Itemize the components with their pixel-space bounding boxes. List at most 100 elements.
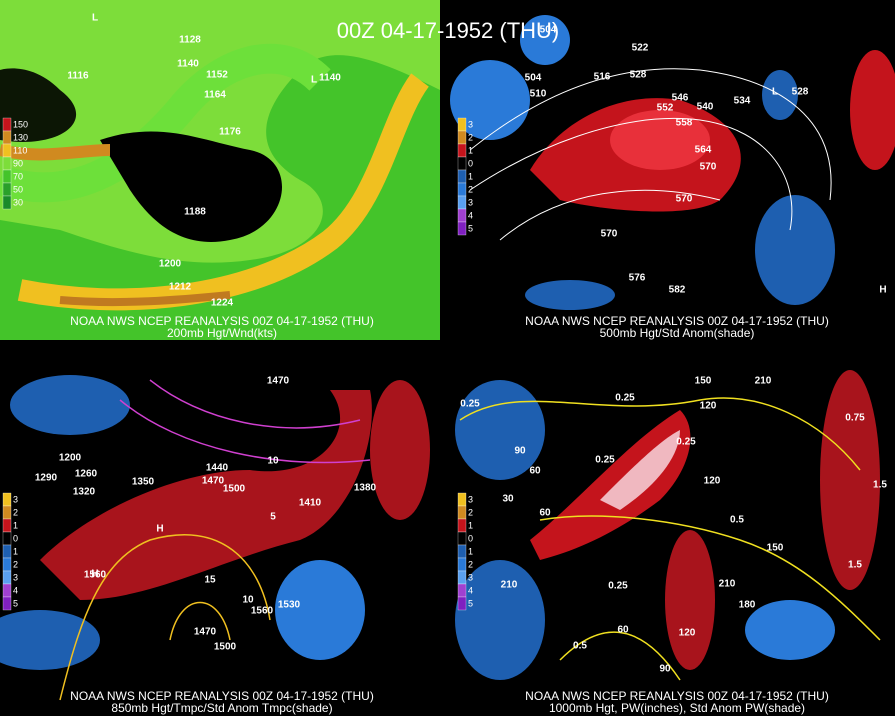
- caption-line-1: NOAA NWS NCEP REANALYSIS 00Z 04-17-1952 …: [525, 314, 829, 328]
- legend-swatch: [457, 544, 467, 559]
- legend-label: 150: [13, 119, 28, 129]
- contour-label: 504: [525, 73, 542, 84]
- legend-swatch: [2, 182, 12, 197]
- legend-label: 3: [13, 572, 18, 582]
- legend-label: 2: [468, 507, 473, 517]
- legend-label: 4: [468, 210, 473, 220]
- legend-swatch: [2, 156, 12, 171]
- legend-label: 3: [468, 494, 473, 504]
- contour-label: 120: [704, 476, 721, 487]
- contour-label: 30: [502, 494, 514, 505]
- contour-label: 60: [529, 466, 541, 477]
- contour-label: 1128: [179, 35, 201, 46]
- contour-label: 1500: [214, 642, 237, 653]
- contour-label: 510: [530, 89, 547, 100]
- panel-labels: 1128 1140 1116 1152 1164 1140 1176 1188 1200 1212…: [2, 13, 374, 340]
- contour-label: 522: [632, 43, 649, 54]
- contour-label: 210: [755, 376, 772, 387]
- legend-swatch: [2, 195, 12, 210]
- caption-line-2: 200mb Hgt/Wnd(kts): [167, 326, 277, 340]
- contour-label: 15: [204, 575, 216, 586]
- contour-label: 570: [676, 194, 693, 205]
- legend-swatch: [2, 531, 12, 546]
- contour-label: H: [879, 285, 886, 296]
- contour-label: 1152: [206, 70, 228, 81]
- contour-label: 0.25: [595, 455, 615, 466]
- legend-label: 130: [13, 132, 28, 142]
- legend-swatch: [457, 583, 467, 598]
- contour-label: 1350: [132, 477, 155, 488]
- caption-line-2: 850mb Hgt/Tmpc/Std Anom Tmpc(shade): [111, 701, 332, 715]
- contour-label: 150: [767, 543, 784, 554]
- contour-label: 1470: [202, 476, 225, 487]
- legend-label: 3: [13, 494, 18, 504]
- main-title: 00Z 04-17-1952 (THU): [337, 18, 560, 43]
- legend-label: 0: [468, 158, 473, 168]
- legend-swatch: [2, 544, 12, 559]
- contour-label: 1140: [319, 73, 341, 84]
- contour-label: 564: [695, 145, 712, 156]
- legend-swatch: [2, 518, 12, 533]
- legend-label: 2: [13, 507, 18, 517]
- contour-label: 1140: [177, 59, 199, 70]
- contour-label: 516: [594, 72, 611, 83]
- contour-label: 1188: [184, 207, 206, 218]
- contour-label: 1560: [251, 606, 274, 617]
- contour-label: 1320: [73, 487, 96, 498]
- contour-label: 1200: [159, 259, 182, 270]
- legend-label: 1: [468, 546, 473, 556]
- contour-label: 90: [659, 664, 671, 675]
- contour-label: 1.5: [848, 560, 862, 571]
- contour-label: 0.25: [608, 581, 628, 592]
- contour-label: 576: [629, 273, 646, 284]
- contour-label: 150: [695, 376, 712, 387]
- legend-label: 30: [13, 197, 23, 207]
- legend-swatch: [457, 505, 467, 520]
- legend-swatch: [457, 531, 467, 546]
- legend-label: 2: [468, 132, 473, 142]
- legend-label: 1: [13, 520, 18, 530]
- panel-500mb: [450, 0, 895, 340]
- contour-label: 1290: [35, 473, 58, 484]
- legend-swatch: [2, 505, 12, 520]
- legend-label: 2: [468, 184, 473, 194]
- contour-label: 558: [676, 118, 693, 129]
- contour-label: 552: [657, 103, 674, 114]
- contour-label: 1440: [206, 463, 229, 474]
- contour-label: 1200: [59, 453, 82, 464]
- legend-label: 90: [13, 158, 23, 168]
- legend-swatch: [457, 130, 467, 145]
- contour-label: 1470: [194, 627, 217, 638]
- legend-label: 5: [468, 223, 473, 233]
- contour-label: 0.25: [615, 393, 635, 404]
- caption-line-2: 500mb Hgt/Std Anom(shade): [600, 326, 755, 340]
- legend-swatch: [2, 117, 12, 132]
- contour-label: 0.5: [730, 515, 744, 526]
- contour-label: L: [311, 75, 317, 86]
- legend-swatch: [457, 570, 467, 585]
- legend-label: 1: [468, 520, 473, 530]
- legend-label: 4: [13, 585, 18, 595]
- contour-label: 570: [601, 229, 618, 240]
- contour-label: 180: [739, 600, 756, 611]
- legend-swatch: [2, 492, 12, 507]
- legend-swatch: [457, 143, 467, 158]
- legend-swatch: [457, 518, 467, 533]
- caption-line-1: NOAA NWS NCEP REANALYSIS 00Z 04-17-1952 …: [70, 689, 374, 703]
- contour-label: 570: [700, 162, 717, 173]
- contour-label: 1212: [169, 282, 192, 293]
- legend-swatch: [2, 557, 12, 572]
- legend-swatch: [2, 570, 12, 585]
- contour-label: 210: [501, 580, 518, 591]
- legend-label: 5: [468, 598, 473, 608]
- contour-label: 582: [669, 285, 686, 296]
- legend-swatch: [457, 156, 467, 171]
- panel-1000mb: [455, 370, 895, 716]
- contour-label: 120: [679, 628, 696, 639]
- legend-swatch: [457, 596, 467, 611]
- contour-label: 0.75: [845, 413, 865, 424]
- legend-swatch: [457, 195, 467, 210]
- contour-label: 528: [630, 70, 647, 81]
